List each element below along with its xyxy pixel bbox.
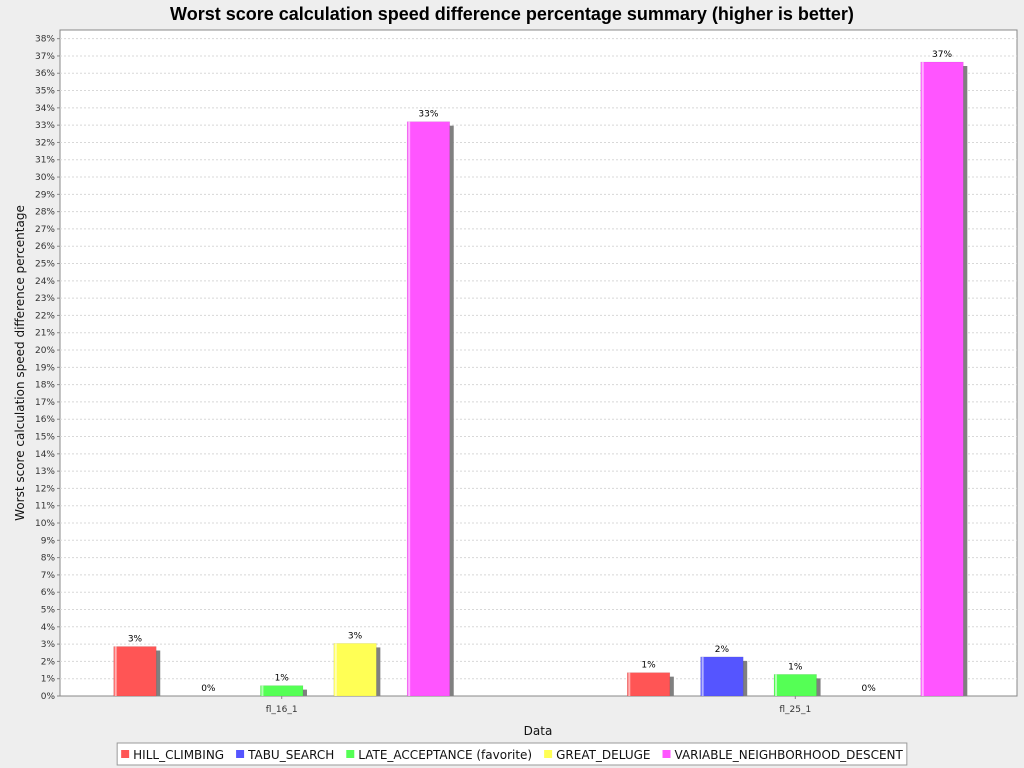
y-tick-label: 25% [35, 260, 55, 270]
x-axis-label: Data [524, 724, 553, 738]
legend-entry: TABU_SEARCH [247, 748, 334, 762]
y-tick-label: 15% [35, 433, 55, 443]
bar [773, 674, 817, 697]
legend-entry: LATE_ACCEPTANCE (favorite) [358, 748, 532, 762]
y-tick-label: 17% [35, 398, 55, 408]
bar-highlight [701, 656, 704, 696]
bar-highlight [921, 62, 924, 696]
y-axis-label: Worst score calculation speed difference… [13, 205, 27, 521]
y-tick-label: 16% [35, 415, 55, 425]
y-tick-label: 19% [35, 363, 55, 373]
legend-entry: GREAT_DELUGE [556, 748, 650, 762]
bar-value-label: 3% [348, 631, 363, 641]
y-axis-ticks: 0% 1% 2% 3% 4% 5% 6% 7% 8% 9% 10% 11% 12% 13% 14% 15% 16… [35, 35, 60, 702]
legend-box [116, 742, 908, 766]
bars: 3% 0% 1% 3% 33% 1% 2% 1% 0% 37% [113, 50, 968, 697]
y-tick-label: 27% [35, 225, 55, 235]
y-tick-label: 5% [41, 606, 56, 616]
bar [406, 121, 450, 697]
bar [627, 672, 671, 697]
y-tick-label: 26% [35, 242, 55, 252]
legend-swatch [544, 750, 553, 758]
legend-swatch [121, 750, 130, 758]
chart-title: Worst score calculation speed difference… [170, 4, 854, 24]
bar [920, 61, 964, 697]
y-tick-label: 21% [35, 329, 55, 339]
y-tick-label: 0% [41, 692, 56, 702]
bar-value-label: 3% [128, 635, 143, 645]
x-tick-label: fl_16_1 [266, 705, 298, 715]
y-tick-label: 3% [41, 640, 56, 650]
legend-entry: HILL_CLIMBING [133, 748, 224, 762]
y-tick-label: 35% [35, 87, 55, 97]
y-tick-label: 34% [35, 104, 55, 114]
y-tick-label: 7% [41, 571, 56, 581]
y-tick-label: 37% [35, 52, 55, 62]
y-tick-label: 36% [35, 69, 55, 79]
plot-area [59, 29, 1018, 697]
y-tick-label: 29% [35, 190, 55, 200]
y-tick-label: 2% [41, 657, 56, 667]
bar-highlight [408, 121, 411, 697]
x-tick-label: fl_25_1 [779, 705, 811, 715]
y-tick-label: 1% [41, 675, 56, 685]
bar-highlight [628, 672, 631, 696]
legend: HILL_CLIMBING TABU_SEARCH LATE_ACCEPTANCE … [116, 742, 908, 766]
y-tick-label: 31% [35, 156, 55, 166]
y-tick-label: 6% [41, 588, 56, 598]
bar-highlight [334, 643, 337, 696]
y-tick-label: 11% [35, 502, 55, 512]
bar-value-label: 37% [932, 50, 952, 60]
bar [700, 656, 744, 697]
legend-entry: VARIABLE_NEIGHBORHOOD_DESCENT [675, 748, 904, 762]
bar-value-label: 0% [862, 684, 877, 694]
y-tick-label: 23% [35, 294, 55, 304]
bar-value-label: 1% [788, 662, 803, 672]
x-axis-ticks: fl_16_1 fl_25_1 [266, 696, 811, 715]
bar [113, 646, 157, 697]
bar [260, 685, 304, 697]
bar-value-label: 2% [715, 645, 730, 655]
y-tick-label: 12% [35, 484, 55, 494]
bar-highlight [114, 646, 117, 696]
y-tick-label: 9% [41, 536, 56, 546]
y-tick-label: 28% [35, 208, 55, 218]
y-tick-label: 13% [35, 467, 55, 477]
y-tick-label: 24% [35, 277, 55, 287]
y-tick-label: 22% [35, 311, 55, 321]
bar-highlight [261, 685, 264, 696]
legend-swatch [236, 750, 245, 758]
bar [333, 643, 377, 697]
y-tick-label: 20% [35, 346, 55, 356]
y-tick-label: 8% [41, 554, 56, 564]
y-tick-label: 33% [35, 121, 55, 131]
y-tick-label: 10% [35, 519, 55, 529]
y-tick-label: 14% [35, 450, 55, 460]
y-tick-label: 30% [35, 173, 55, 183]
gridlines [60, 38, 1017, 680]
bar-value-label: 33% [418, 110, 438, 120]
bar-value-label: 0% [201, 684, 216, 694]
bar-value-label: 1% [275, 674, 290, 684]
bar-value-label: 1% [641, 661, 656, 671]
y-tick-label: 32% [35, 138, 55, 148]
legend-swatch [346, 750, 355, 758]
legend-swatch [662, 750, 671, 758]
y-tick-label: 38% [35, 35, 55, 45]
y-tick-label: 18% [35, 381, 55, 391]
bar-highlight [775, 674, 778, 696]
y-tick-label: 4% [41, 623, 56, 633]
